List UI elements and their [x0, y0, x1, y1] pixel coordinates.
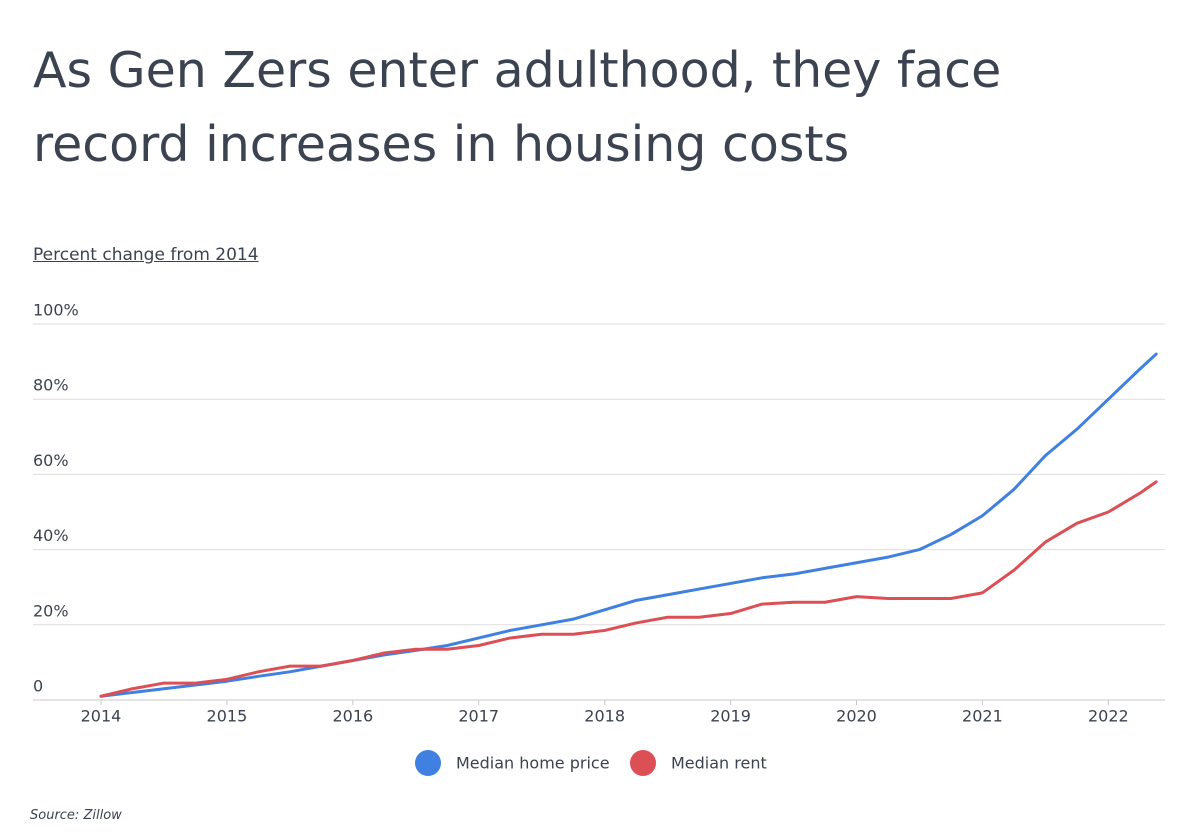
x-tick-label: 2014 [81, 707, 122, 726]
legend-swatch [415, 750, 441, 776]
data-line [99, 352, 1158, 698]
x-tick-label: 2022 [1088, 707, 1129, 726]
y-tick-label: 0 [33, 677, 43, 696]
y-tick-label: 100% [33, 301, 79, 320]
y-tick-label: 20% [33, 601, 69, 620]
chart-title: As Gen Zers enter adulthood, they face r… [33, 42, 1002, 173]
x-tick-label: 2020 [836, 707, 877, 726]
x-tick-label: 2021 [962, 707, 1003, 726]
source-note: Source: Zillow [30, 808, 122, 823]
chart-subtitle: Percent change from 2014 [33, 245, 259, 265]
legend-label: Median home price [456, 754, 610, 773]
y-tick-label: 40% [33, 526, 69, 545]
data-line [99, 480, 1158, 698]
y-tick-label: 60% [33, 451, 69, 470]
x-tick-label: 2015 [207, 707, 248, 726]
x-tick-label: 2017 [458, 707, 499, 726]
x-tick-label: 2016 [332, 707, 373, 726]
x-tick-label: 2018 [584, 707, 625, 726]
x-tick-label: 2019 [710, 707, 751, 726]
y-tick-label: 80% [33, 376, 69, 395]
legend-swatch [630, 750, 656, 776]
legend-label: Median rent [671, 754, 767, 773]
